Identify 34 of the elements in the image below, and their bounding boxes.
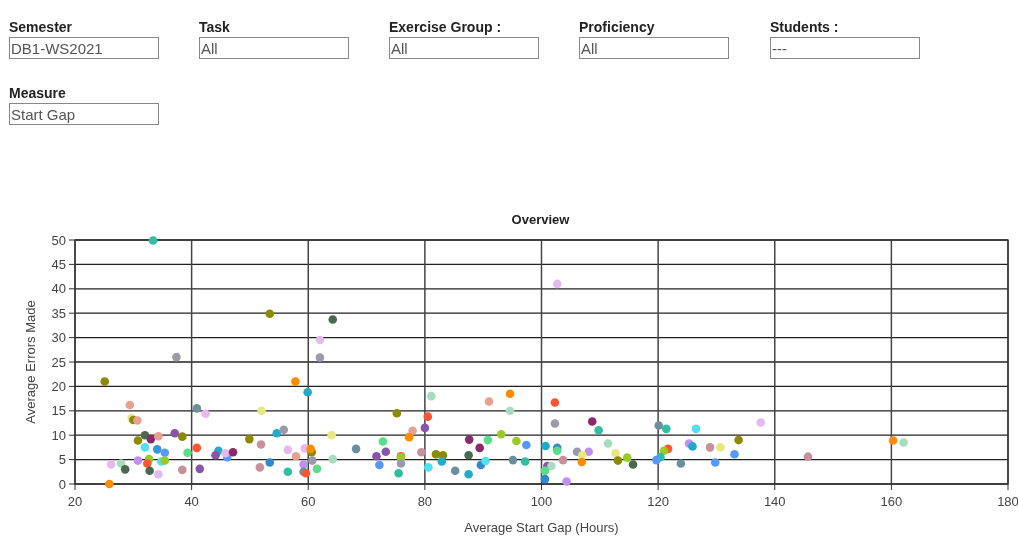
text: Proficiency: [579, 19, 655, 35]
y-tick-label: 50: [51, 232, 66, 248]
y-tick-label: 25: [51, 354, 66, 370]
y-tick-label: 10: [51, 427, 66, 443]
y-tick-label: 30: [51, 330, 66, 346]
text: Measure: [9, 85, 67, 101]
y-tick-label: 20: [51, 378, 66, 394]
chart-title: Overview: [511, 212, 571, 227]
text: Students :: [770, 19, 839, 35]
y-tick-label: 0: [58, 476, 66, 492]
x-tick-label: 40: [184, 494, 199, 509]
text: Start Gap: [11, 106, 76, 123]
x-tick-label: 60: [301, 494, 316, 509]
y-tick-label: 15: [51, 403, 66, 419]
x-tick-label: 160: [880, 494, 903, 509]
x-tick-label: 140: [763, 494, 786, 509]
y-tick-label: 5: [58, 452, 66, 468]
text: DB1-WS2021: [11, 40, 103, 57]
y-axis-title: Average Errors Made: [23, 300, 38, 424]
text: Semester: [9, 19, 73, 35]
text: All: [391, 40, 408, 57]
x-tick-label: 120: [647, 494, 669, 509]
x-tick-label: 80: [417, 494, 433, 509]
x-axis-title: Average Start Gap (Hours): [464, 520, 619, 535]
text: All: [581, 40, 598, 57]
x-tick-label: 100: [530, 494, 553, 509]
x-tick-label: 180: [997, 494, 1018, 509]
y-tick-label: 40: [51, 281, 66, 297]
text: All: [201, 40, 218, 57]
text: Exercise Group :: [389, 19, 502, 35]
y-tick-label: 35: [51, 305, 66, 321]
y-tick-label: 45: [51, 256, 66, 272]
text: Task: [199, 19, 231, 35]
text: ---: [772, 40, 787, 57]
